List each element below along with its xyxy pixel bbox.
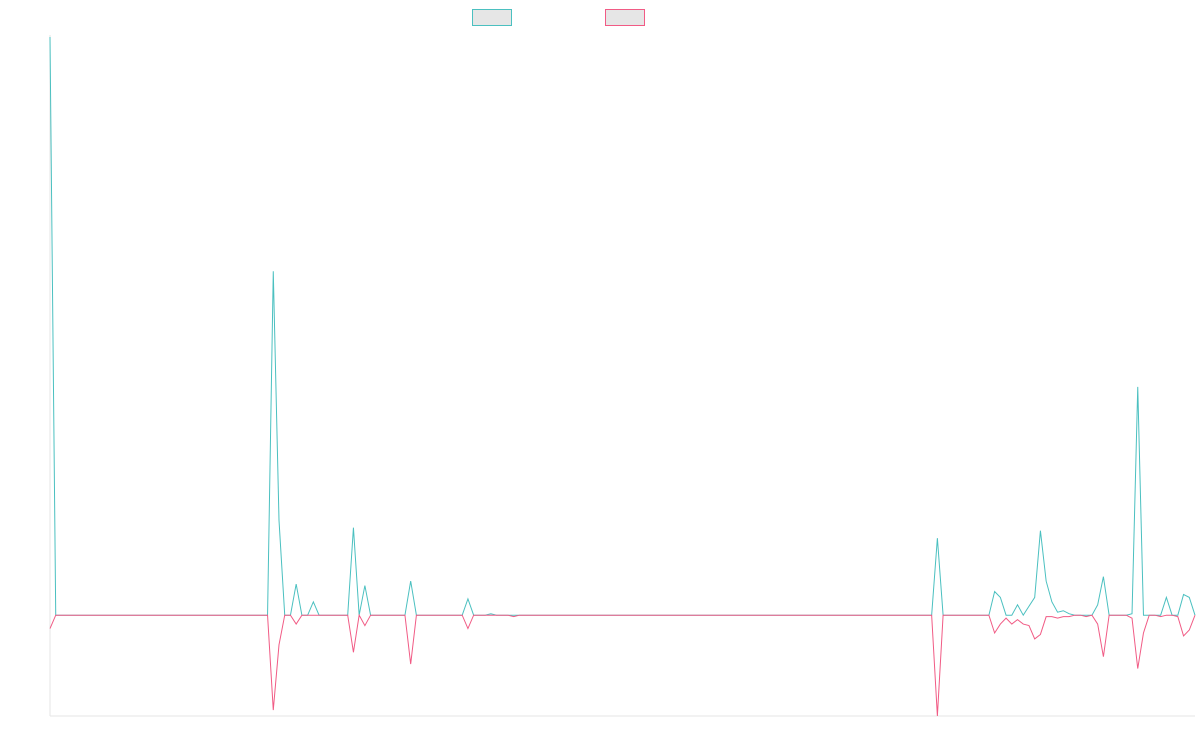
series-layer	[49, 36, 1196, 717]
legend[interactable]	[472, 9, 645, 26]
legend-swatch-2	[605, 9, 645, 26]
legend-item-2[interactable]	[605, 9, 645, 26]
axes	[49, 35, 1195, 717]
legend-swatch-1	[472, 9, 512, 26]
series-line-2	[49, 613, 1196, 717]
series-line-1	[49, 36, 1196, 617]
legend-item-1[interactable]	[472, 9, 512, 26]
